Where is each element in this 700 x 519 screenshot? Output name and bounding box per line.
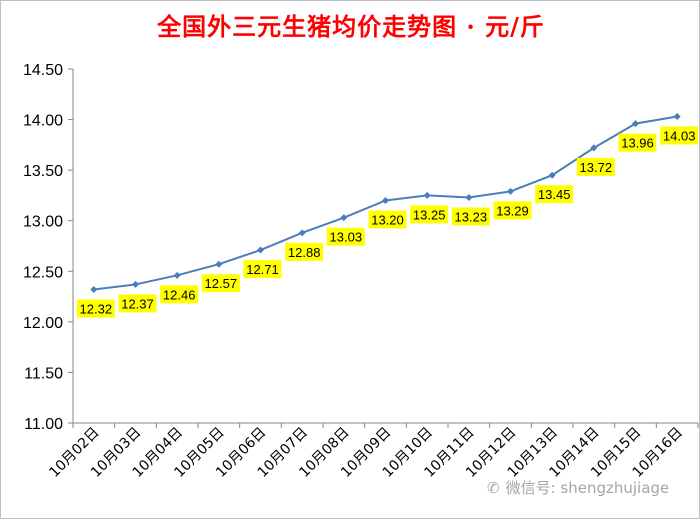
data-label: 14.03 <box>663 129 696 144</box>
data-label-box <box>118 294 157 313</box>
data-point <box>548 171 556 179</box>
data-label: 12.57 <box>205 276 238 291</box>
data-label: 13.23 <box>455 209 488 224</box>
data-point <box>465 193 473 201</box>
data-point <box>132 280 139 288</box>
data-label: 13.72 <box>580 160 613 175</box>
data-label-box <box>201 274 240 293</box>
data-point <box>257 246 264 254</box>
data-label: 12.88 <box>288 245 321 260</box>
data-point <box>382 196 389 204</box>
y-tick-label: 11.50 <box>24 365 63 382</box>
watermark: ✆ 微信号: shengzhujiage <box>487 477 669 498</box>
data-point <box>173 271 181 279</box>
watermark-text: 微信号: shengzhujiage <box>505 479 670 497</box>
data-label-box <box>451 207 490 226</box>
wechat-icon: ✆ <box>487 479 500 497</box>
data-label-box <box>368 210 407 229</box>
data-point <box>423 191 431 199</box>
data-label-box <box>618 133 657 152</box>
data-label: 13.20 <box>371 212 404 227</box>
data-label-box <box>493 201 532 220</box>
y-tick-label: 14.50 <box>23 62 63 79</box>
data-label-box <box>410 205 449 224</box>
y-tick-label: 13.50 <box>23 163 63 180</box>
data-label-box <box>326 227 365 246</box>
data-point <box>340 214 348 222</box>
data-label-box <box>576 157 615 176</box>
data-label-box <box>535 185 574 204</box>
data-label-box <box>160 285 199 304</box>
data-point <box>632 120 639 128</box>
data-label: 13.45 <box>538 187 571 202</box>
y-tick-label: 12.00 <box>23 315 63 332</box>
chart-title: 全国外三元生猪均价走势图 · 元/斤 <box>157 12 545 41</box>
y-tick-label: 14.00 <box>23 113 63 130</box>
data-point <box>673 113 681 121</box>
data-point <box>507 187 514 195</box>
y-tick-label: 13.00 <box>23 214 63 231</box>
data-label-box <box>243 260 282 279</box>
data-label: 13.29 <box>496 203 529 218</box>
data-label: 13.96 <box>621 136 654 151</box>
data-label-box <box>76 299 115 318</box>
data-label-box <box>660 126 699 145</box>
y-tick-label: 12.50 <box>23 264 63 281</box>
data-label-box <box>285 242 324 261</box>
data-label: 12.46 <box>163 287 196 302</box>
data-point <box>298 229 306 237</box>
data-label: 12.71 <box>246 262 279 277</box>
y-tick-label: 11.00 <box>24 416 63 433</box>
data-label: 13.25 <box>413 207 446 222</box>
data-point <box>590 144 598 152</box>
data-label: 13.03 <box>330 230 363 245</box>
data-label: 12.32 <box>80 301 113 316</box>
data-label: 12.37 <box>121 296 154 311</box>
data-point <box>90 285 98 293</box>
data-point <box>215 260 223 268</box>
